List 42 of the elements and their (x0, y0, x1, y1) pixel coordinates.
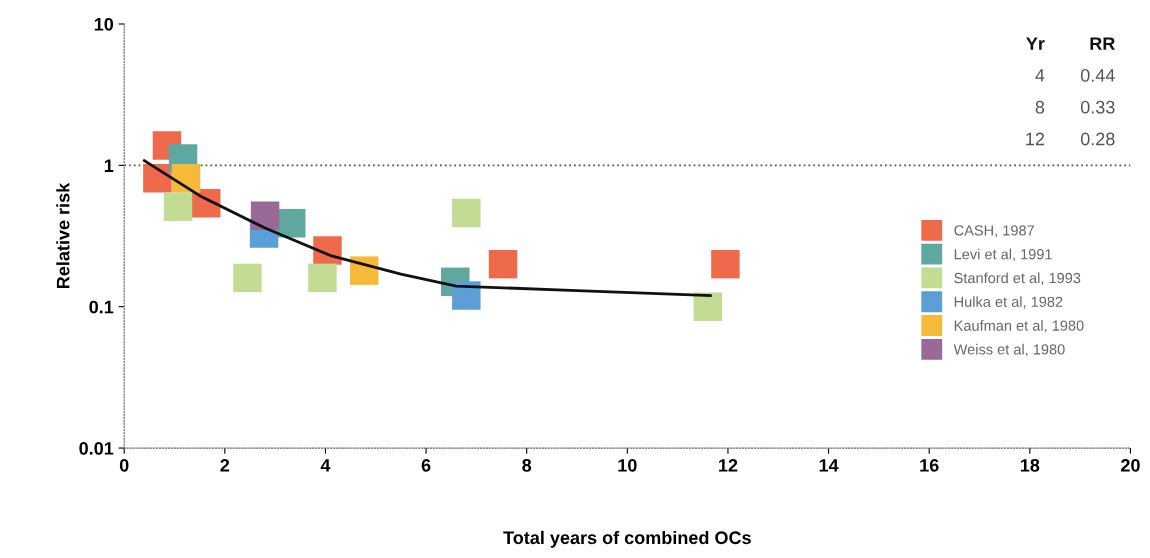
point (488, 249, 518, 279)
x-tick-label: 14 (819, 459, 839, 472)
y-tick-label: 10 (94, 17, 114, 31)
annotation: 12 (1026, 132, 1045, 146)
point (349, 256, 379, 285)
x-tick-label: 16 (920, 458, 939, 472)
x-axis-title: Total years of combined OCs (503, 530, 751, 548)
annotation: 4 (1035, 69, 1045, 82)
legend-label: Weiss et al, 1980 (953, 343, 1065, 357)
annotation: 0.28 (1080, 132, 1115, 146)
x-tick-label: 10 (618, 458, 637, 472)
point (171, 164, 201, 193)
x-tick-label: 20 (1121, 458, 1140, 472)
x-tick-label: 2 (220, 458, 230, 472)
x-tick-label: 12 (719, 458, 738, 472)
legend-label: CASH, 1987 (954, 225, 1034, 238)
annotation: 8 (1035, 100, 1045, 114)
legend-label: Levi et al, 1991 (954, 248, 1052, 262)
y-axis-title: Relative risk (56, 182, 70, 289)
point (250, 201, 280, 230)
legend-label: Kaufman et al, 1980 (954, 320, 1084, 333)
point (163, 192, 193, 221)
point (693, 292, 723, 321)
legend-label: Stanford et al, 1993 (954, 272, 1081, 285)
x-tick-label: 4 (320, 459, 331, 472)
legend-label: Hulka et al, 1982 (954, 296, 1063, 309)
point (711, 249, 740, 279)
point (233, 263, 262, 293)
point (452, 281, 481, 310)
annotation: Yr (1026, 37, 1045, 50)
y-tick-label: 1 (104, 159, 114, 172)
x-tick-label: 18 (1020, 458, 1040, 472)
x-tick-label: 6 (421, 458, 431, 472)
annotation: 0.44 (1080, 69, 1115, 82)
y-tick-label: 0.01 (79, 442, 114, 455)
point (308, 263, 337, 293)
annotation: 0.33 (1080, 100, 1115, 114)
point (452, 198, 481, 228)
y-tick-label: 0.1 (89, 300, 114, 314)
x-tick-label: 8 (522, 458, 532, 472)
x-tick-label: 0 (119, 458, 129, 472)
annotation: RR (1090, 37, 1115, 50)
